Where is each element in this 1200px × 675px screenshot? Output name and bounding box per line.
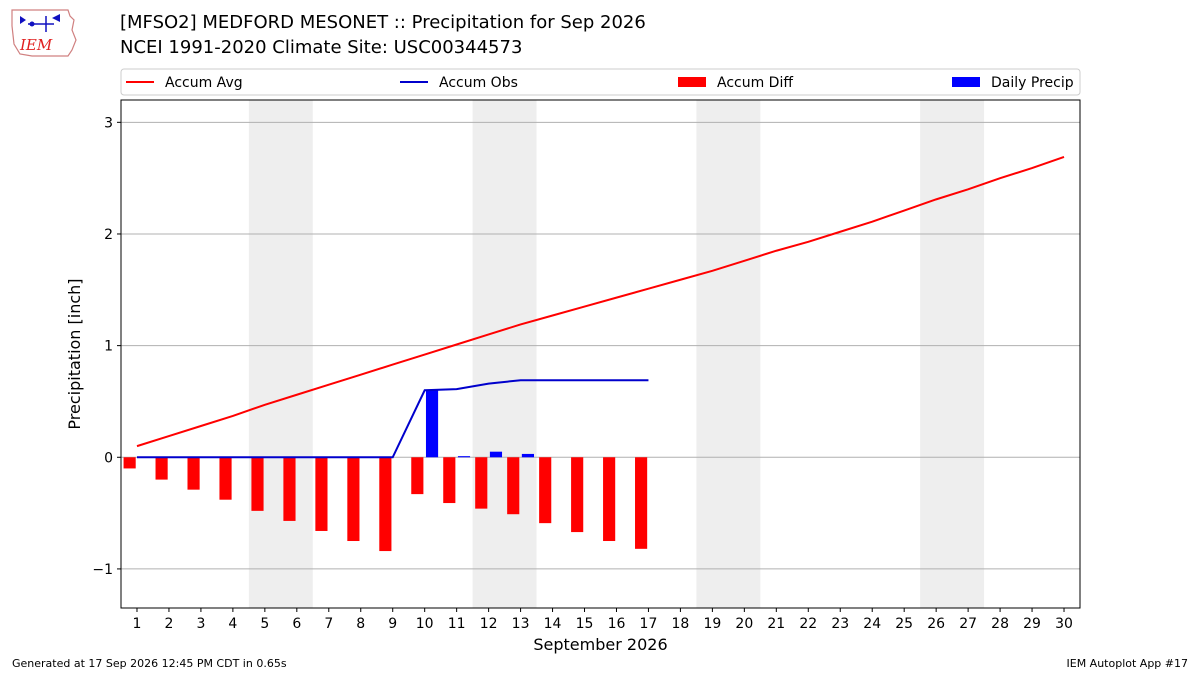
x-tick-label: 30 xyxy=(1055,616,1073,632)
plot-frame xyxy=(120,99,1081,609)
x-tick-label: 23 xyxy=(831,616,849,632)
x-tick-label: 19 xyxy=(703,616,721,632)
x-tick-label: 10 xyxy=(416,616,434,632)
x-tick-label: 21 xyxy=(767,616,785,632)
x-tick-label: 27 xyxy=(959,616,977,632)
y-tick-label: 0 xyxy=(104,450,113,466)
x-tick-label: 13 xyxy=(512,616,530,632)
x-tick-label: 9 xyxy=(388,616,397,632)
x-tick-label: 17 xyxy=(640,616,658,632)
y-tick-label: 3 xyxy=(104,115,113,131)
x-tick-label: 28 xyxy=(991,616,1009,632)
x-tick-label: 29 xyxy=(1023,616,1041,632)
legend: Accum Avg Accum Obs Accum Diff Daily Precip xyxy=(120,68,1081,96)
accum-diff-bar xyxy=(411,457,424,495)
daily-precip-bar xyxy=(425,390,439,458)
iem-logo: IEM xyxy=(6,6,80,64)
line-marks xyxy=(136,155,1065,459)
weekend-band xyxy=(920,100,985,608)
x-tick-label: 12 xyxy=(480,616,498,632)
x-tick-label: 1 xyxy=(133,616,142,632)
legend-swatch xyxy=(678,77,706,87)
x-tick-label: 26 xyxy=(927,616,945,632)
daily-precip-bar xyxy=(489,451,503,458)
accum-diff-bar xyxy=(347,457,360,542)
accum-diff-bar xyxy=(507,457,520,515)
accum-diff-bar xyxy=(475,457,488,509)
legend-box xyxy=(120,68,1081,96)
accum-diff-bar xyxy=(283,457,296,521)
logo-text: IEM xyxy=(19,36,53,54)
generated-timestamp: Generated at 17 Sep 2026 12:45 PM CDT in… xyxy=(12,657,287,670)
y-axis: −1 0 1 2 3 xyxy=(92,115,121,578)
x-axis: 1 2 3 4 5 6 7 8 9 10 11 12 13 14 15 16 17 18 19 20 21 22 23 24 2… xyxy=(133,608,1073,632)
x-tick-label: 3 xyxy=(196,616,205,632)
legend-label: Accum Obs xyxy=(439,75,518,91)
accum-diff-bar xyxy=(443,457,456,504)
accum-diff-bar xyxy=(315,457,328,531)
daily-precip-bar xyxy=(521,453,535,458)
accum-diff-bar xyxy=(603,457,616,542)
daily-precip-bar xyxy=(457,456,471,458)
y-tick-label: 2 xyxy=(104,227,113,243)
bar-marks xyxy=(123,390,648,552)
legend-label: Accum Avg xyxy=(165,75,243,91)
weekend-bands xyxy=(248,100,985,608)
legend-label: Accum Diff xyxy=(717,75,793,91)
weekend-band xyxy=(696,100,761,608)
accum-diff-bar xyxy=(539,457,552,524)
weekend-band xyxy=(248,100,313,608)
legend-label: Daily Precip xyxy=(991,75,1074,91)
legend-swatch xyxy=(952,77,980,87)
x-tick-label: 25 xyxy=(895,616,913,632)
x-axis-label: September 2026 xyxy=(533,635,667,654)
chart-subtitle: NCEI 1991-2020 Climate Site: USC00344573 xyxy=(120,37,523,58)
x-tick-label: 5 xyxy=(260,616,269,632)
accum-diff-bar xyxy=(123,457,136,469)
y-tick-label: 1 xyxy=(104,339,113,355)
x-tick-label: 14 xyxy=(544,616,562,632)
accum-diff-bar xyxy=(155,457,168,480)
y-axis-label: Precipitation [inch] xyxy=(65,278,84,429)
x-tick-label: 16 xyxy=(608,616,626,632)
y-tick-label: −1 xyxy=(92,562,113,578)
x-tick-label: 8 xyxy=(356,616,365,632)
accum-diff-bar xyxy=(187,457,200,490)
x-tick-label: 15 xyxy=(576,616,594,632)
x-tick-label: 7 xyxy=(324,616,333,632)
app-credit: IEM Autoplot App #17 xyxy=(1066,657,1189,670)
x-tick-label: 2 xyxy=(164,616,173,632)
accum-obs-line xyxy=(136,379,649,459)
accum-diff-bar xyxy=(219,457,232,500)
x-tick-label: 24 xyxy=(863,616,881,632)
accum-avg-line xyxy=(136,155,1065,448)
accum-diff-bar xyxy=(571,457,584,533)
x-tick-label: 4 xyxy=(228,616,237,632)
weekend-band xyxy=(472,100,537,608)
x-tick-label: 20 xyxy=(735,616,753,632)
x-tick-label: 22 xyxy=(799,616,817,632)
x-tick-label: 11 xyxy=(448,616,466,632)
x-tick-label: 6 xyxy=(292,616,301,632)
chart-title: [MFSO2] MEDFORD MESONET :: Precipitation… xyxy=(120,12,646,33)
accum-diff-bar xyxy=(251,457,264,511)
accum-diff-bar xyxy=(379,457,392,552)
accum-diff-bar xyxy=(635,457,648,549)
x-tick-label: 18 xyxy=(672,616,690,632)
